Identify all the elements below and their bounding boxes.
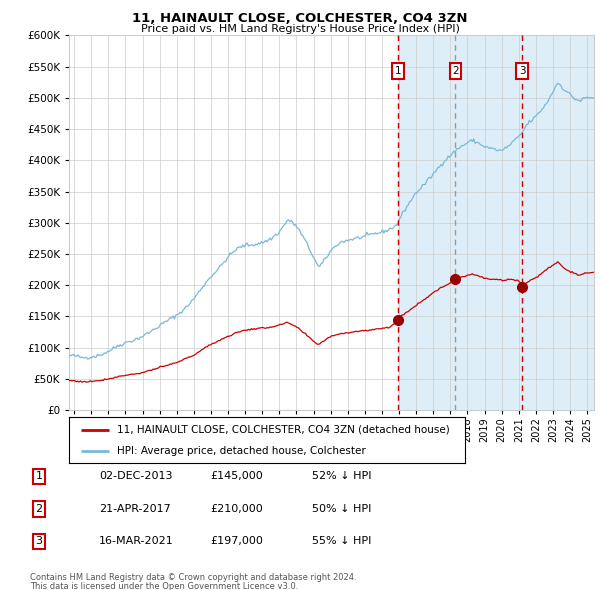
Text: 2: 2 <box>35 504 43 514</box>
Text: 50% ↓ HPI: 50% ↓ HPI <box>312 504 371 514</box>
Bar <box>398 35 594 410</box>
Text: Contains HM Land Registry data © Crown copyright and database right 2024.: Contains HM Land Registry data © Crown c… <box>30 573 356 582</box>
Text: 02-DEC-2013: 02-DEC-2013 <box>99 471 173 481</box>
Text: 55% ↓ HPI: 55% ↓ HPI <box>312 536 371 546</box>
Text: £197,000: £197,000 <box>210 536 263 546</box>
Text: 11, HAINAULT CLOSE, COLCHESTER, CO4 3ZN: 11, HAINAULT CLOSE, COLCHESTER, CO4 3ZN <box>132 12 468 25</box>
Text: 2: 2 <box>452 66 459 76</box>
Text: 21-APR-2017: 21-APR-2017 <box>99 504 171 514</box>
Text: This data is licensed under the Open Government Licence v3.0.: This data is licensed under the Open Gov… <box>30 582 298 590</box>
Text: 11, HAINAULT CLOSE, COLCHESTER, CO4 3ZN (detached house): 11, HAINAULT CLOSE, COLCHESTER, CO4 3ZN … <box>116 425 449 435</box>
Text: 1: 1 <box>394 66 401 76</box>
Text: HPI: Average price, detached house, Colchester: HPI: Average price, detached house, Colc… <box>116 445 365 455</box>
Text: £145,000: £145,000 <box>210 471 263 481</box>
Text: 3: 3 <box>35 536 43 546</box>
Text: 16-MAR-2021: 16-MAR-2021 <box>99 536 174 546</box>
Text: Price paid vs. HM Land Registry's House Price Index (HPI): Price paid vs. HM Land Registry's House … <box>140 24 460 34</box>
Text: £210,000: £210,000 <box>210 504 263 514</box>
Text: 3: 3 <box>519 66 526 76</box>
Text: 1: 1 <box>35 471 43 481</box>
Text: 52% ↓ HPI: 52% ↓ HPI <box>312 471 371 481</box>
